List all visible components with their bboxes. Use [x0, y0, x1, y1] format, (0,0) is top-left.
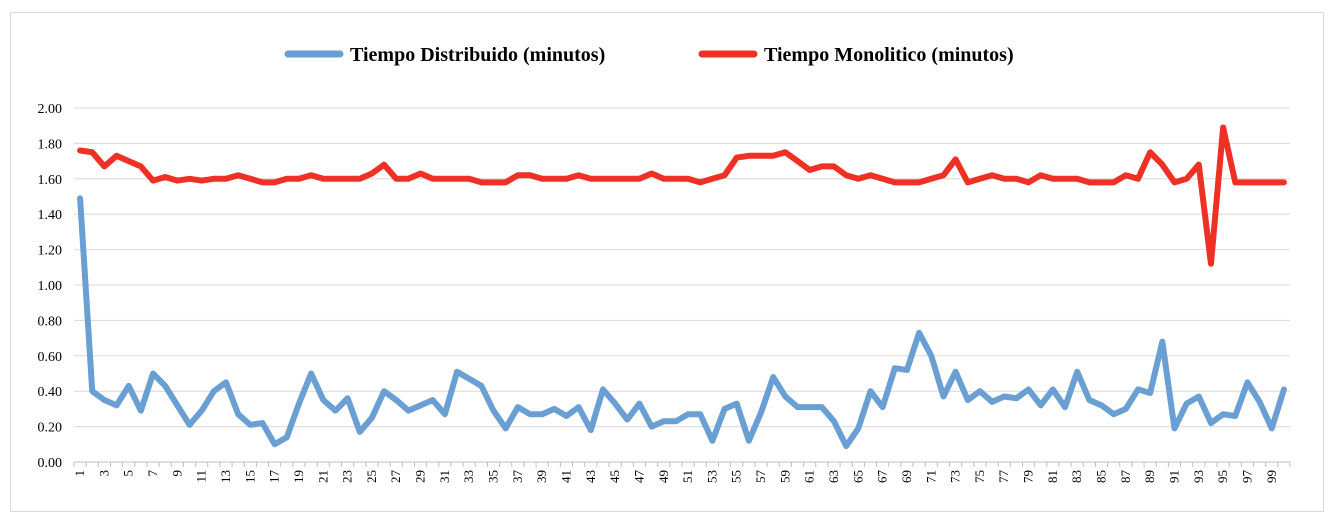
- x-tick-label: 91: [1166, 470, 1181, 483]
- x-tick-label: 7: [145, 470, 160, 477]
- y-tick-label: 0.00: [38, 456, 63, 471]
- x-tick-label: 53: [704, 470, 719, 483]
- x-tick-label: 35: [486, 470, 501, 483]
- y-tick-label: 0.20: [38, 421, 63, 436]
- y-tick-label: 0.80: [38, 314, 63, 329]
- legend-label-monolitico: Tiempo Monolitico (minutos): [764, 44, 1014, 66]
- x-tick-label: 3: [96, 470, 111, 477]
- x-tick-label: 39: [534, 470, 549, 483]
- x-tick-label: 95: [1215, 470, 1230, 483]
- x-tick-label: 15: [242, 470, 257, 483]
- legend: Tiempo Distribuido (minutos) Tiempo Mono…: [284, 44, 1014, 66]
- x-tick-label: 93: [1191, 470, 1206, 483]
- x-tick-label: 13: [218, 470, 233, 483]
- x-tick-label: 9: [169, 470, 184, 477]
- gridlines: [74, 107, 1290, 463]
- series-line-monolitico: [77, 124, 1287, 267]
- x-tick-label: 23: [340, 470, 355, 483]
- series-lines: [77, 124, 1287, 450]
- x-tick-label: 55: [729, 470, 744, 483]
- x-tick-label: 33: [461, 470, 476, 483]
- x-tick-label: 43: [583, 470, 598, 483]
- y-tick-label: 1.80: [38, 137, 63, 152]
- y-tick-label: 1.60: [38, 173, 63, 188]
- x-tick-label: 1: [72, 470, 87, 477]
- x-tick-label: 99: [1264, 470, 1279, 483]
- x-tick-label: 47: [631, 470, 646, 484]
- y-axis: 0.00 0.20 0.40 0.60 0.80 1.00 1.20 1.40 1.60 1.80…: [38, 102, 63, 471]
- x-tick-label: 73: [948, 470, 963, 483]
- x-tick-label: 19: [291, 470, 306, 483]
- legend-label-distribuido: Tiempo Distribuido (minutos): [350, 44, 605, 66]
- y-tick-label: 1.00: [38, 279, 63, 294]
- y-tick-label: 2.00: [38, 102, 63, 117]
- x-tick-label: 75: [972, 470, 987, 483]
- y-tick-label: 0.40: [38, 385, 63, 400]
- x-tick-label: 25: [364, 470, 379, 483]
- y-tick-label: 1.40: [38, 208, 63, 223]
- x-tick-label: 87: [1118, 470, 1133, 484]
- x-tick-label: 59: [777, 470, 792, 483]
- x-tick-label: 79: [1021, 470, 1036, 483]
- series-line-distribuido: [77, 195, 1287, 450]
- x-tick-label: 69: [899, 470, 914, 483]
- x-tick-label: 29: [413, 470, 428, 483]
- x-tick-label: 63: [826, 470, 841, 483]
- x-tick-label: 61: [802, 470, 817, 483]
- y-tick-label: 0.60: [38, 350, 63, 365]
- x-tick-label: 21: [315, 470, 330, 483]
- x-tick-label: 45: [607, 470, 622, 483]
- x-tick-label: 65: [850, 470, 865, 483]
- x-tick-label: 41: [558, 470, 573, 483]
- x-tick-label: 85: [1094, 470, 1109, 483]
- x-tick-label: 17: [267, 470, 282, 484]
- x-tick-label: 31: [437, 470, 452, 483]
- x-axis: 1 3 5 7 9 11 13 15 17 19 21 23 25 27 29 31 33 35 37 39 41 43 4…: [72, 462, 1291, 484]
- x-tick-label: 77: [996, 470, 1011, 484]
- x-tick-label: 71: [923, 470, 938, 483]
- x-tick-label: 67: [875, 470, 890, 484]
- y-tick-label: 1.20: [38, 244, 63, 259]
- x-tick-label: 97: [1239, 470, 1254, 484]
- x-tick-label: 57: [753, 470, 768, 484]
- x-tick-label: 49: [656, 470, 671, 483]
- x-tick-label: 5: [121, 470, 136, 477]
- x-tick-label: 51: [680, 470, 695, 483]
- x-tick-label: 11: [194, 470, 209, 483]
- x-tick-label: 81: [1045, 470, 1060, 483]
- chart-frame: [10, 12, 1324, 512]
- x-tick-label: 27: [388, 470, 403, 484]
- x-tick-label: 37: [510, 470, 525, 484]
- x-tick-label: 83: [1069, 470, 1084, 483]
- x-tick-label: 89: [1142, 470, 1157, 483]
